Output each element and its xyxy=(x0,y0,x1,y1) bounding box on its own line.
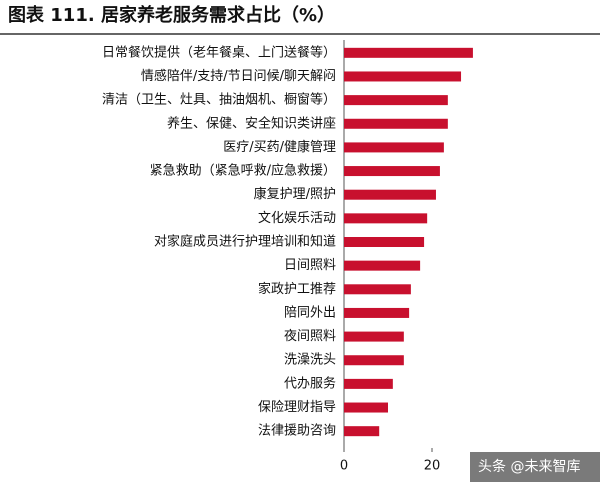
y-tick-label: 康复护理/照护 xyxy=(254,186,336,202)
y-tick-label: 陪同外出 xyxy=(284,305,336,320)
watermark: 头条 @未来智库 xyxy=(478,458,580,475)
watermark-bg xyxy=(470,452,600,482)
bar xyxy=(344,166,440,177)
bar xyxy=(344,71,462,82)
y-tick-label: 保险理财指导 xyxy=(258,400,336,415)
x-tick-label: 0 xyxy=(340,459,348,474)
bar xyxy=(344,142,444,153)
x-tick-label: 20 xyxy=(424,459,441,474)
bar xyxy=(344,426,380,437)
y-tick-label: 法律援助咨询 xyxy=(258,424,336,439)
bar xyxy=(344,307,410,318)
bar xyxy=(344,95,448,106)
bar xyxy=(344,402,388,413)
y-tick-label: 对家庭成员进行护理培训和知道 xyxy=(154,234,336,250)
y-tick-label: 夜间照料 xyxy=(284,329,336,344)
bar xyxy=(344,118,448,129)
y-tick-label: 医疗/买药/健康管理 xyxy=(223,139,336,155)
bar xyxy=(344,189,436,200)
y-tick-label: 洗澡洗头 xyxy=(284,353,336,368)
bar xyxy=(344,355,404,366)
y-tick-label: 日常餐饮提供（老年餐桌、上门送餐等） xyxy=(102,44,336,60)
y-tick-label: 情感陪伴/支持/节日问候/聊天解闷 xyxy=(141,68,336,84)
bar xyxy=(344,213,428,224)
bar xyxy=(344,378,393,389)
bar xyxy=(344,237,425,247)
bar xyxy=(344,260,421,271)
y-tick-label: 代办服务 xyxy=(284,375,336,391)
bar xyxy=(344,331,404,342)
y-tick-label: 养生、保健、安全知识类讲座 xyxy=(167,115,336,131)
chart-title: 图表 111. 居家养老服务需求占比（%） xyxy=(8,4,335,26)
bar xyxy=(344,47,473,58)
bar xyxy=(344,284,411,295)
y-tick-label: 家政护工推荐 xyxy=(258,281,336,297)
y-tick-label: 清洁（卫生、灶具、抽油烟机、橱窗等） xyxy=(102,92,336,108)
y-tick-label: 文化娱乐活动 xyxy=(258,211,336,226)
y-tick-label: 日间照料 xyxy=(284,258,336,273)
y-tick-label: 紧急救助（紧急呼救/应急救援） xyxy=(150,163,336,179)
